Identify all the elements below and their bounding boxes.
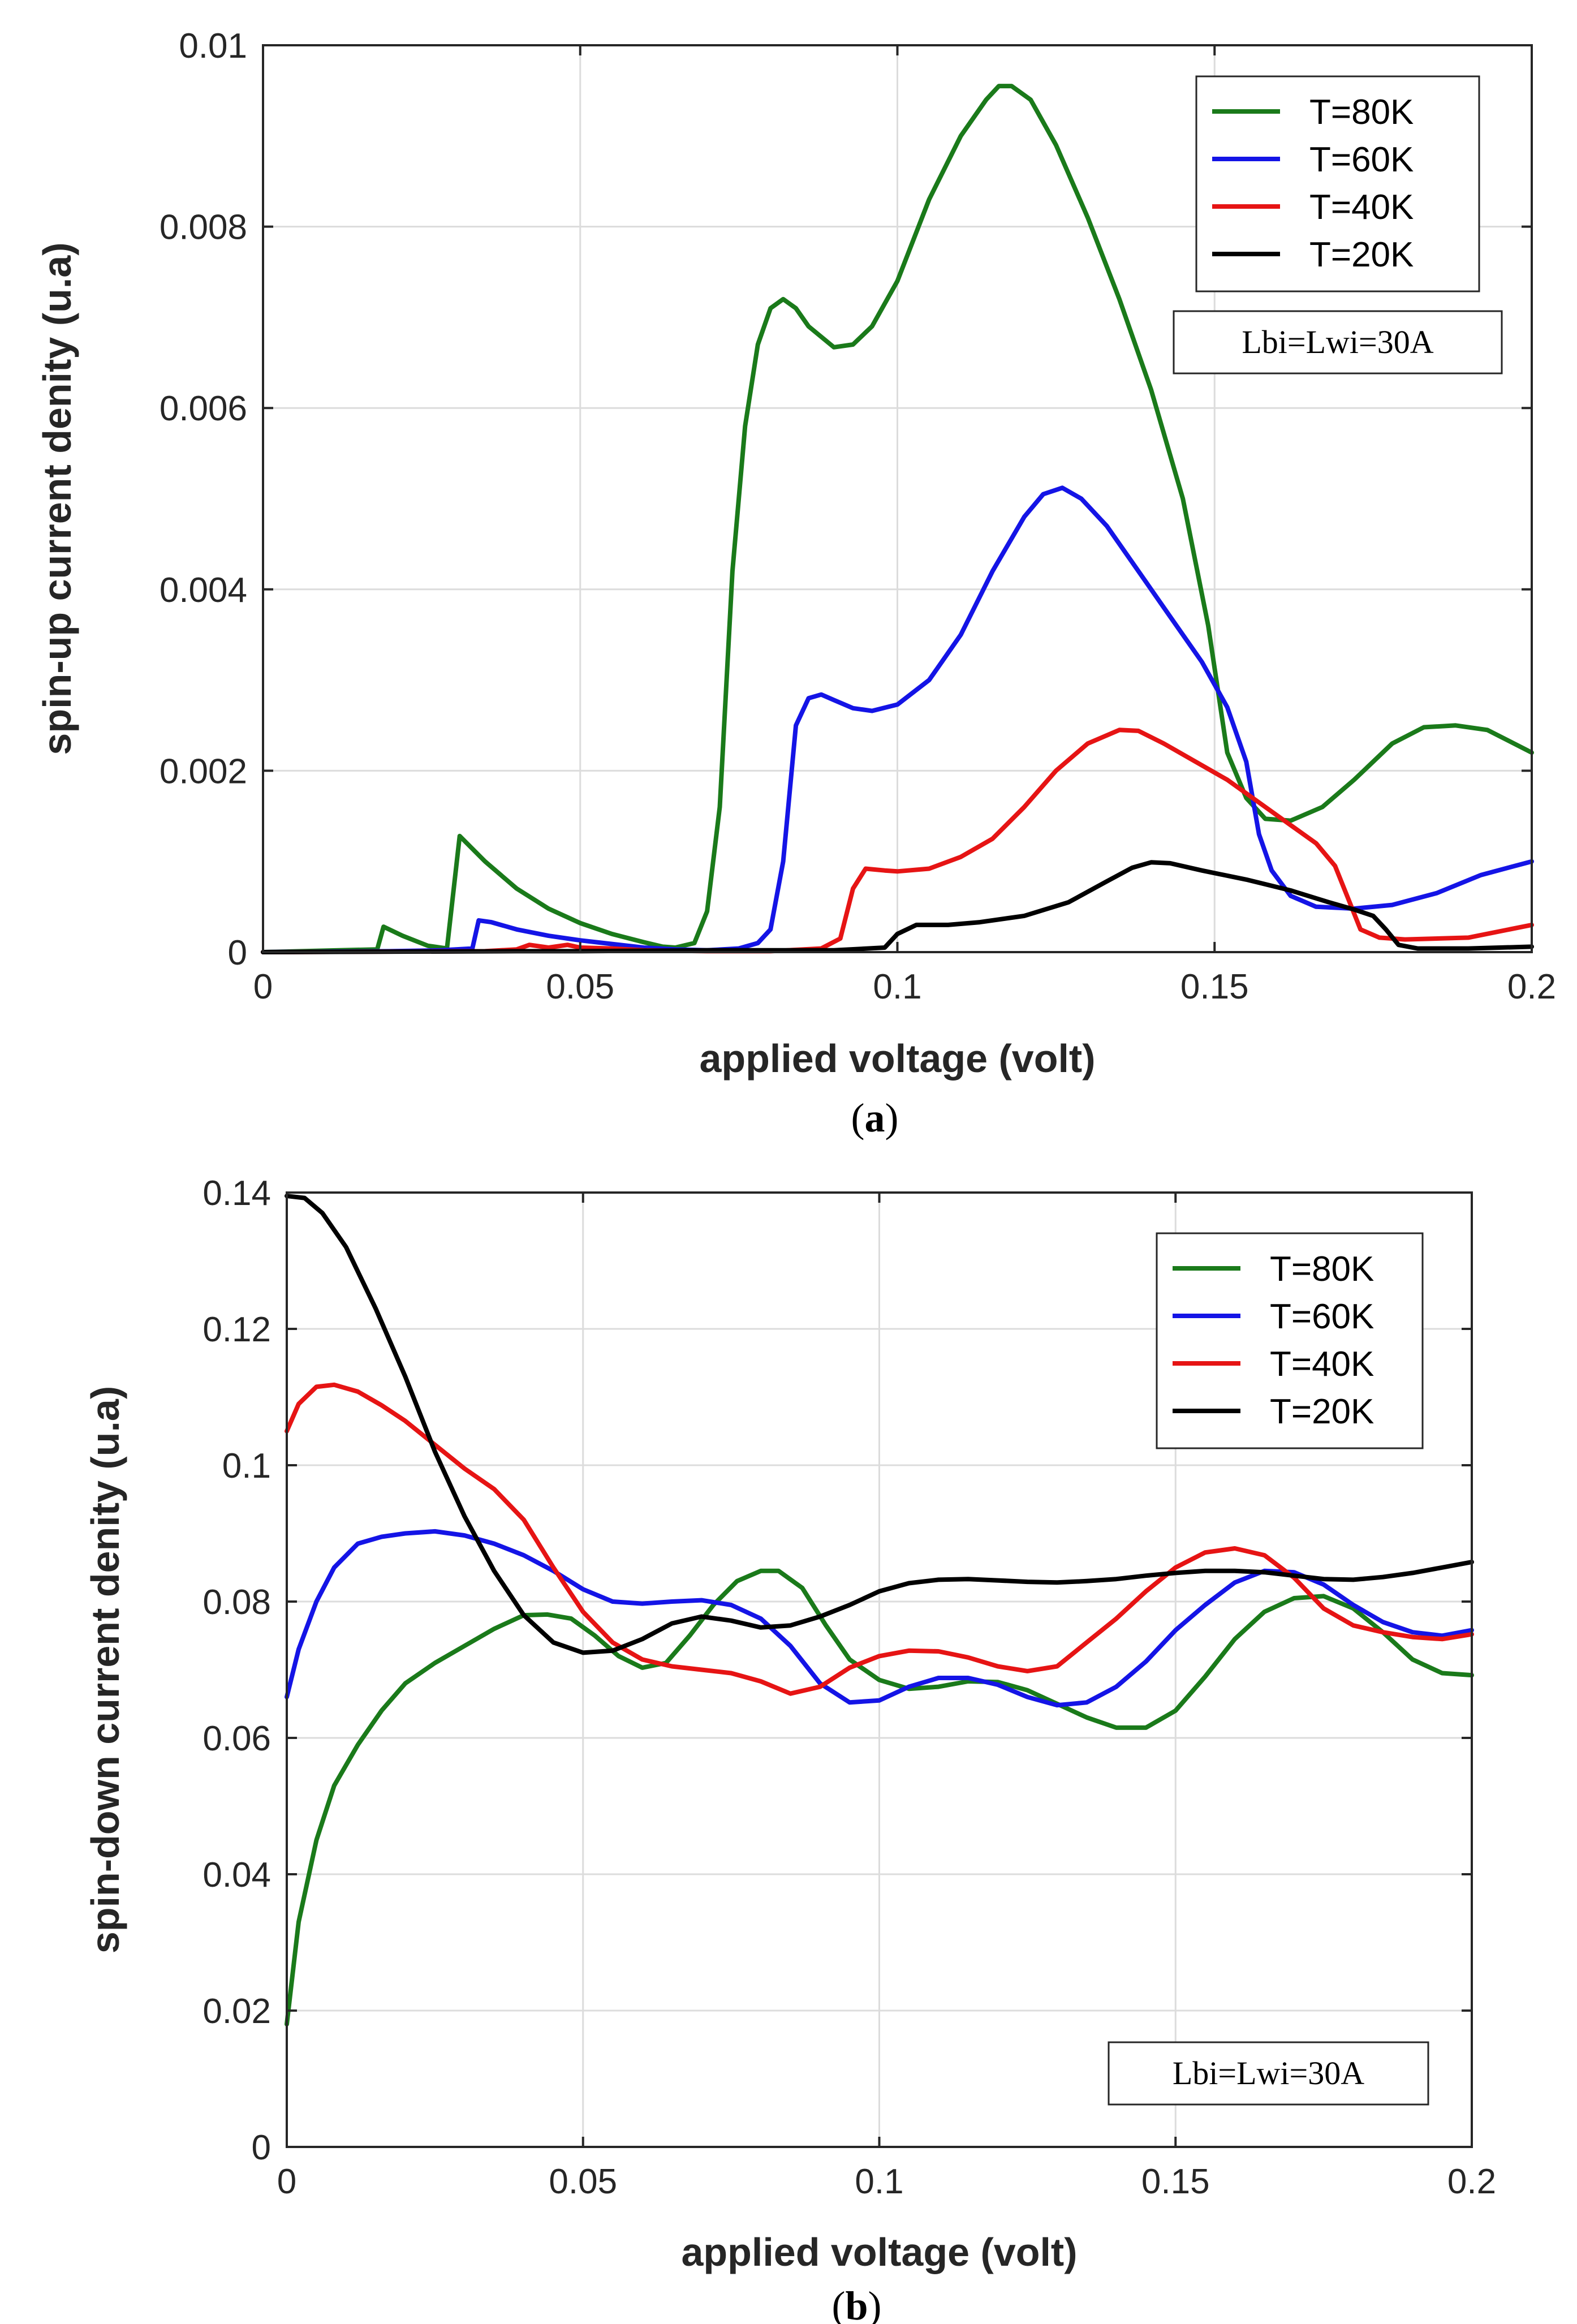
chart-a-legend: T=80K T=60K T=40K T=20K [1195, 75, 1480, 292]
chart-b-legend-entry-t20k: T=20K [1270, 1392, 1374, 1431]
chart-b-xlabel: applied voltage (volt) [681, 2230, 1077, 2274]
chart-b-legend: T=80K T=60K T=40K T=20K [1156, 1232, 1424, 1449]
chart-a-ytick-label-2: 0.004 [160, 571, 247, 610]
chart-b-ytick-label-0: 0 [252, 2128, 271, 2167]
chart-b-xtick-label-4: 0.2 [1447, 2162, 1496, 2201]
chart-b: 0 0.05 0.1 0.15 0.2 0 0.02 0.04 0.06 0.08 0.1 0.12 0… [83, 1174, 1496, 2324]
chart-a-legend-entry-t20k: T=20K [1309, 235, 1414, 274]
chart-a-series-t40k [261, 728, 1534, 954]
chart-a-caption: (a) [851, 1095, 899, 1141]
chart-b-ytick-label-3: 0.06 [202, 1719, 271, 1758]
chart-b-annotation: Lbi=Lwi=30A [1173, 2055, 1364, 2091]
chart-a-series-t20k [261, 860, 1534, 954]
chart-b-ytick-label-2: 0.04 [202, 1856, 271, 1895]
chart-a-ylabel: spin-up current denity (u.a) [35, 242, 79, 755]
chart-a-legend-entry-t60k: T=60K [1309, 140, 1414, 179]
chart-a-xlabel: applied voltage (volt) [699, 1036, 1095, 1081]
chart-a-series-t60k [261, 485, 1534, 954]
chart-a-xtick-label-2: 0.1 [873, 967, 921, 1006]
chart-a-ytick-label-5: 0.01 [179, 27, 247, 66]
chart-b-xtick-label-3: 0.15 [1141, 2162, 1210, 2201]
chart-a-legend-entry-t40k: T=40K [1309, 188, 1414, 227]
chart-b-legend-entry-t60k: T=60K [1270, 1297, 1374, 1336]
chart-b-series-t20k [285, 1194, 1474, 1655]
chart-a-annotation-box [1173, 310, 1503, 375]
chart-a-annotation: Lbi=Lwi=30A [1242, 324, 1433, 360]
chart-b-legend-entry-t40k: T=40K [1270, 1345, 1374, 1384]
chart-b-annotation-box [1108, 2041, 1429, 2106]
chart-b-xtick-label-1: 0.05 [549, 2162, 617, 2201]
chart-a-xtick-label-3: 0.15 [1180, 967, 1249, 1006]
chart-b-ytick-label-5: 0.1 [222, 1447, 271, 1486]
chart-a-xtick-label-0: 0 [253, 967, 273, 1006]
chart-a-ytick-label-3: 0.006 [160, 389, 247, 428]
chart-b-xtick-label-0: 0 [277, 2162, 296, 2201]
chart-a-ytick-label-1: 0.002 [160, 752, 247, 791]
chart-b-ytick-label-6: 0.12 [202, 1310, 271, 1349]
chart-b-legend-entry-t80k: T=80K [1270, 1250, 1374, 1289]
chart-a-legend-entry-t80k: T=80K [1309, 93, 1414, 132]
chart-a: 0 0.05 0.1 0.15 0.2 0 0.002 0.004 0.006 0.008 0.01… [35, 27, 1556, 1141]
chart-b-series-t80k [285, 1568, 1474, 2027]
chart-a-ytick-label-4: 0.008 [160, 208, 247, 247]
chart-b-series-t40k [285, 1382, 1474, 1696]
chart-b-xtick-label-2: 0.1 [855, 2162, 903, 2201]
chart-b-ylabel: spin-down current denity (u.a) [83, 1386, 127, 1953]
chart-b-ytick-label-4: 0.08 [202, 1583, 271, 1622]
chart-a-xtick-label-1: 0.05 [546, 967, 614, 1006]
chart-a-ytick-label-0: 0 [228, 933, 247, 972]
chart-b-ytick-label-1: 0.02 [202, 1992, 271, 2031]
chart-a-xtick-label-4: 0.2 [1507, 967, 1556, 1006]
chart-b-caption: (b) [831, 2283, 881, 2324]
chart-b-ytick-label-7: 0.14 [202, 1174, 271, 1213]
